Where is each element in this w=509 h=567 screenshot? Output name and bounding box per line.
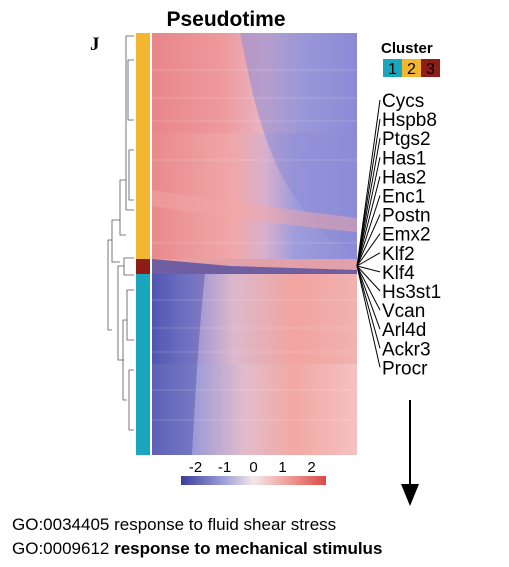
cluster-bar-1 [136, 274, 150, 455]
cluster-swatch-1 [383, 59, 402, 77]
leader-line-klf2 [356, 252, 381, 267]
go-term-2-text: response to mechanical stimulus [114, 539, 383, 558]
leader-line-has1 [356, 157, 381, 267]
heatmap-row-streaks [152, 69, 357, 421]
color-scale-bar [181, 476, 326, 485]
heatmap-block-5 [152, 364, 357, 455]
gene-label-has1: Has1 [382, 148, 426, 169]
gene-label-postn: Postn [382, 206, 431, 227]
cluster-swatch-label-3: 3 [426, 61, 435, 78]
leader-line-ackr3 [356, 265, 381, 349]
cluster-legend-title: Cluster [381, 40, 433, 57]
cluster-swatch-label-2: 2 [407, 61, 416, 78]
gene-label-enc1: Enc1 [382, 187, 425, 208]
cluster-bar-2 [136, 33, 150, 259]
cluster-swatch-3 [421, 59, 440, 77]
leader-line-has2 [356, 176, 381, 267]
gene-label-arl4d: Arl4d [382, 320, 426, 341]
heatmap-mid-band [152, 190, 357, 232]
leader-line-arl4d [356, 265, 381, 330]
heatmap-dark-band [152, 259, 357, 274]
cluster-swatch-label-1: 1 [388, 61, 397, 78]
go-term-1: GO:0034405 response to fluid shear stres… [12, 515, 336, 535]
gene-labels: CycsHspb8Ptgs2Has1Has2Enc1PostnEmx2Klf2K… [382, 91, 441, 379]
go-term-2-id: GO:0009612 [12, 539, 110, 558]
heatmap [152, 33, 357, 455]
gene-leader-lines [356, 99, 381, 368]
leader-line-klf4 [356, 265, 381, 273]
go-term-1-id: GO:0034405 [12, 515, 110, 534]
cluster-bar-3 [136, 259, 150, 274]
scale-tick-0: 0 [249, 459, 257, 476]
row-dendrogram [107, 35, 134, 431]
chart-title: Pseudotime [166, 8, 285, 31]
go-term-1-text: response to fluid shear stress [114, 515, 337, 534]
scale-tick-1: 1 [278, 459, 286, 476]
heatmap-lower-blue-wedge [152, 274, 205, 455]
panel-label: J [90, 34, 100, 55]
down-arrow-icon [401, 400, 419, 506]
scale-tick--1: -1 [218, 459, 231, 476]
leader-line-postn [356, 214, 381, 267]
go-term-2: GO:0009612 response to mechanical stimul… [12, 539, 382, 559]
gene-label-klf4: Klf4 [382, 263, 415, 284]
leader-line-procr [356, 265, 381, 368]
leader-line-ptgs2 [356, 138, 381, 267]
gene-label-hspb8: Hspb8 [382, 110, 437, 131]
leader-line-emx2 [356, 233, 381, 267]
leader-line-vcan [356, 265, 381, 311]
gene-label-vcan: Vcan [382, 301, 425, 322]
heatmap-block-4 [152, 274, 357, 364]
gene-label-hs3st1: Hs3st1 [382, 282, 441, 303]
gene-label-klf2: Klf2 [382, 244, 415, 265]
gene-label-has2: Has2 [382, 167, 426, 188]
scale-tick--2: -2 [189, 459, 202, 476]
color-scale-ticks: -2 -1 0 1 2 [189, 459, 316, 476]
scale-tick-2: 2 [307, 459, 315, 476]
gene-label-ptgs2: Ptgs2 [382, 129, 431, 150]
cluster-swatch-2 [402, 59, 421, 77]
heatmap-upper-blue-wedge [240, 33, 357, 252]
leader-line-enc1 [356, 195, 381, 267]
cluster-annotation-bar [136, 33, 150, 455]
gene-label-ackr3: Ackr3 [382, 339, 431, 360]
leader-line-hs3st1 [356, 265, 381, 292]
gene-label-cycs: Cycs [382, 91, 424, 112]
leader-line-hspb8 [356, 119, 381, 267]
gene-label-procr: Procr [382, 358, 428, 379]
gene-label-emx2: Emx2 [382, 225, 431, 246]
